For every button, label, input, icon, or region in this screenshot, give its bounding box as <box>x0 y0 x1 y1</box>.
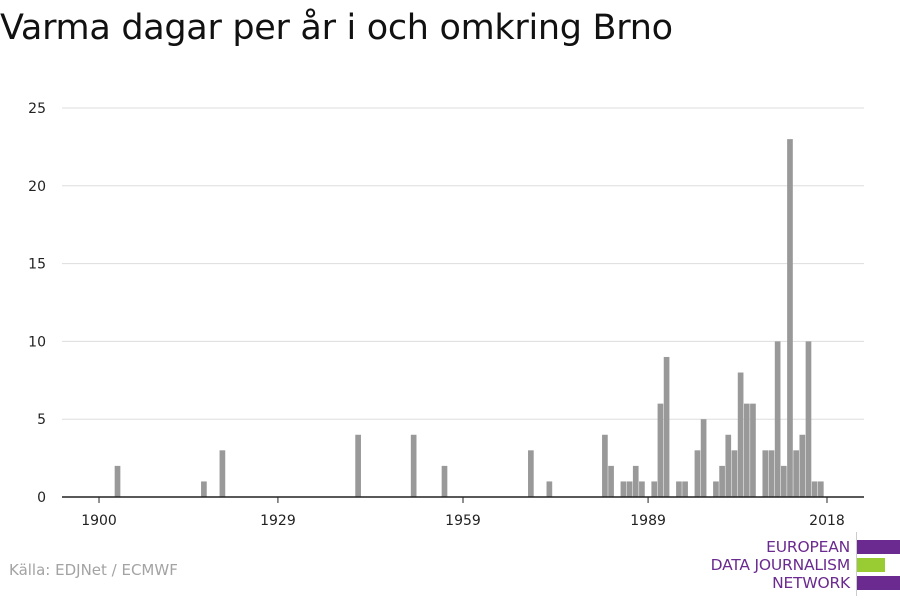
bar-1986 <box>626 481 633 497</box>
bar-2005 <box>743 403 750 497</box>
bar-2010 <box>774 341 781 497</box>
bar-1988 <box>639 481 645 497</box>
logo-line-3: NETWORK <box>772 574 850 592</box>
bar-2008 <box>762 450 769 497</box>
bar-2015 <box>805 341 812 497</box>
bar-1995 <box>682 481 688 497</box>
bar-1917 <box>201 481 207 497</box>
bar-1992 <box>663 356 670 497</box>
bars <box>114 139 824 497</box>
bar-2012 <box>787 139 793 497</box>
bar-1951 <box>410 434 417 497</box>
y-tick-label-5: 5 <box>37 412 46 428</box>
bar-1920 <box>219 450 226 497</box>
bar-2003 <box>731 450 738 497</box>
edjnet-logo: EUROPEAN DATA JOURNALISM NETWORK <box>700 532 900 596</box>
logo-bar-purple-bottom <box>857 576 900 590</box>
bar-2004 <box>737 372 744 497</box>
bar-2009 <box>768 450 775 497</box>
bar-1998 <box>700 419 707 497</box>
bar-1994 <box>676 481 682 497</box>
y-tick-label-10: 10 <box>28 334 46 350</box>
x-tick-label-1929: 1929 <box>260 513 296 529</box>
source-note: Källa: EDJNet / ECMWF <box>9 561 178 579</box>
bar-2016 <box>811 481 818 497</box>
x-tick-label-1959: 1959 <box>445 513 481 529</box>
bar-1973 <box>546 481 553 497</box>
logo-bar-purple-top <box>857 540 900 554</box>
bar-1982 <box>602 434 608 497</box>
bar-2000 <box>713 481 719 497</box>
axes: 0 5 10 15 20 25 1900 1929 1959 1989 2018 <box>28 101 864 529</box>
bar-2001 <box>719 465 725 497</box>
bar-2002 <box>725 434 732 497</box>
chart-title: Varma dagar per år i och omkring Brno <box>0 8 673 48</box>
bar-1991 <box>657 403 664 497</box>
logo-bar-green <box>857 558 885 572</box>
gridlines <box>62 107 864 420</box>
bar-1985 <box>620 481 627 497</box>
bar-1990 <box>651 481 658 497</box>
x-tick-label-1989: 1989 <box>630 513 666 529</box>
bar-2013 <box>793 450 799 497</box>
logo-line-1: EUROPEAN <box>766 538 850 556</box>
x-tick-label-2018: 2018 <box>809 513 845 529</box>
logo-line-2: DATA JOURNALISM <box>710 556 851 574</box>
y-tick-label-25: 25 <box>28 101 46 117</box>
bar-1987 <box>632 465 639 497</box>
bar-1942 <box>355 434 361 497</box>
bar-1997 <box>694 450 701 497</box>
bar-1903 <box>114 465 121 497</box>
y-tick-label-15: 15 <box>28 257 46 273</box>
bar-2017 <box>817 481 824 497</box>
bar-2014 <box>799 434 806 497</box>
x-tick-label-1900: 1900 <box>81 513 117 529</box>
bar-1983 <box>608 465 614 497</box>
y-tick-label-0: 0 <box>37 490 46 506</box>
bar-1956 <box>441 465 448 497</box>
bar-2006 <box>750 403 756 497</box>
logo-divider <box>856 532 857 596</box>
bar-2011 <box>780 465 787 497</box>
y-tick-label-20: 20 <box>28 179 46 195</box>
bar-1970 <box>528 450 534 497</box>
